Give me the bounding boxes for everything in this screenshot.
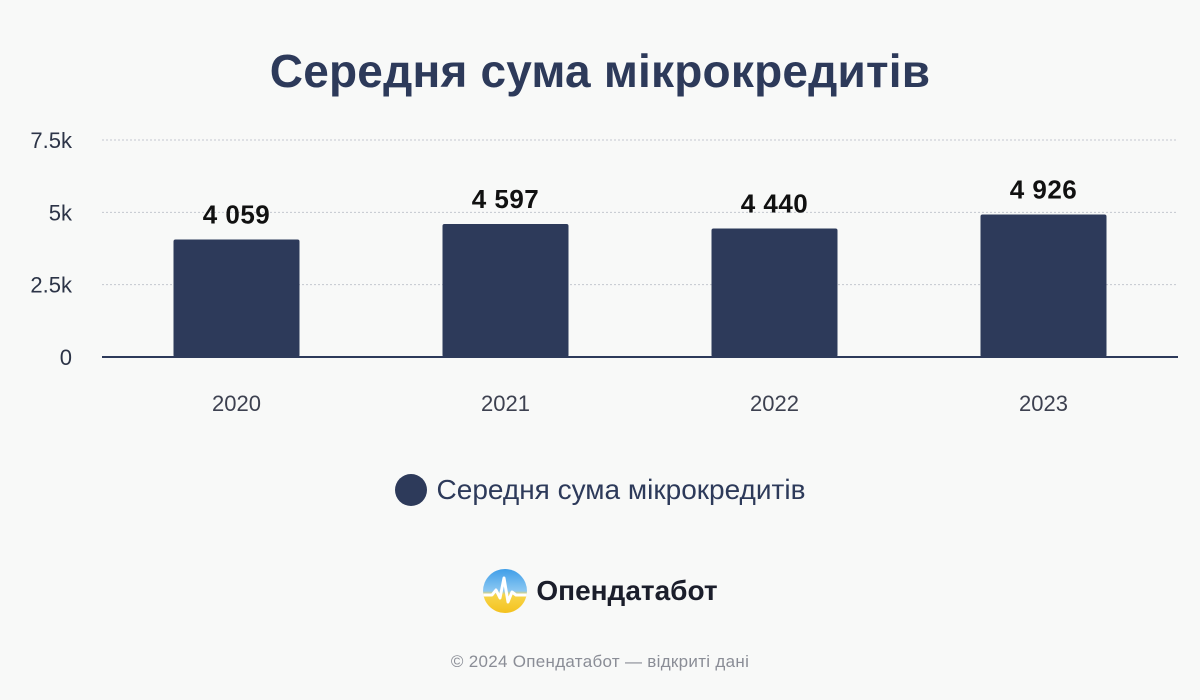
x-tick-label: 2022 bbox=[750, 391, 799, 416]
y-axis-ticks: 0 2.5k 5k 7.5k bbox=[30, 128, 73, 370]
data-label: 4 059 bbox=[203, 200, 271, 230]
y-tick-label: 5k bbox=[49, 200, 73, 225]
data-label: 4 440 bbox=[741, 189, 809, 219]
bar[interactable] bbox=[442, 223, 569, 357]
y-tick-label: 2.5k bbox=[30, 273, 73, 298]
data-label: 4 597 bbox=[472, 184, 540, 214]
data-label: 4 926 bbox=[1010, 174, 1078, 204]
legend-swatch-icon bbox=[394, 474, 427, 506]
y-tick-label: 7.5k bbox=[30, 128, 73, 153]
x-axis-ticks: 2020 2021 2022 2023 bbox=[212, 391, 1068, 416]
copyright-text: © 2024 Опендатабот — відкриті дані bbox=[450, 652, 750, 671]
x-tick-label: 2021 bbox=[481, 391, 530, 416]
bar[interactable] bbox=[711, 228, 838, 357]
x-tick-label: 2023 bbox=[1019, 391, 1068, 416]
legend-label: Середня сума мікрокредитів bbox=[436, 474, 806, 505]
chart-title: Середня сума мікрокредитів bbox=[269, 45, 931, 97]
data-labels: 4 059 4 597 4 440 4 926 bbox=[203, 174, 1078, 230]
y-tick-label: 0 bbox=[60, 345, 72, 370]
opendatabot-logo-icon bbox=[483, 569, 528, 613]
bar[interactable] bbox=[173, 239, 300, 357]
brand-name: Опендатабот bbox=[536, 575, 718, 606]
brand: Опендатабот bbox=[0, 568, 1200, 614]
bar[interactable] bbox=[980, 214, 1107, 357]
bars bbox=[173, 214, 1107, 357]
x-tick-label: 2020 bbox=[212, 391, 261, 416]
legend[interactable]: Середня сума мікрокредитів bbox=[0, 474, 1200, 506]
